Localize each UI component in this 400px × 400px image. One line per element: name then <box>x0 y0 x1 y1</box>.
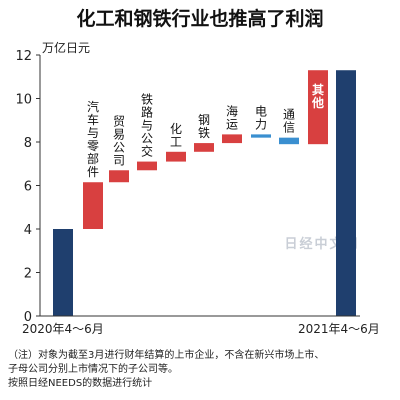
footnote-line-2: 子母公司分别上市情况下的子公司等。 <box>8 364 178 375</box>
y-tick-label: 4 <box>24 223 32 238</box>
category-label: 铁路与公交 <box>141 93 153 159</box>
bar-increase <box>166 151 186 162</box>
footnote-line-3: 按照日经NEEDS的数据进行统计 <box>8 378 153 389</box>
x-label-start: 2020年4～6月 <box>22 322 104 336</box>
chart-title: 化工和钢铁行业也推高了利润 <box>76 7 323 30</box>
bar-layer <box>53 70 356 316</box>
bar-increase <box>137 161 157 171</box>
bar-increase <box>308 70 328 145</box>
y-tick-label: 10 <box>15 93 32 108</box>
bar-increase <box>109 170 129 183</box>
category-label-other: 其他 <box>311 82 324 110</box>
bar-increase <box>194 143 214 152</box>
category-label: 贸易公司 <box>113 114 125 167</box>
category-label: 海运 <box>226 103 238 131</box>
category-label: 化工 <box>170 122 182 149</box>
x-label-end: 2021年4～6月 <box>298 322 380 336</box>
category-label: 电力 <box>255 104 267 131</box>
y-tick-label: 12 <box>15 49 32 64</box>
bar-total-end <box>336 70 356 316</box>
category-label: 钢铁 <box>198 113 210 140</box>
bar-decrease <box>279 137 299 145</box>
bar-total-start <box>53 229 73 316</box>
footnote-line-1: （注）对象为截至3月进行财年结算的上市企业，不含在新兴市场上市、 <box>8 350 325 361</box>
tick-layer: 0 2 4 6 8 10 12 <box>15 49 40 325</box>
category-label: 通信 <box>283 108 295 135</box>
y-tick-label: 2 <box>24 267 32 282</box>
y-tick-label: 0 <box>24 310 32 325</box>
bar-increase <box>83 182 103 229</box>
bar-decrease <box>251 134 271 138</box>
category-label: 汽车与零部件 <box>87 99 99 179</box>
unit-label: 万亿日元 <box>42 40 90 55</box>
y-tick-label: 6 <box>24 180 32 195</box>
y-tick-label: 8 <box>24 136 32 151</box>
bar-increase <box>222 134 242 144</box>
